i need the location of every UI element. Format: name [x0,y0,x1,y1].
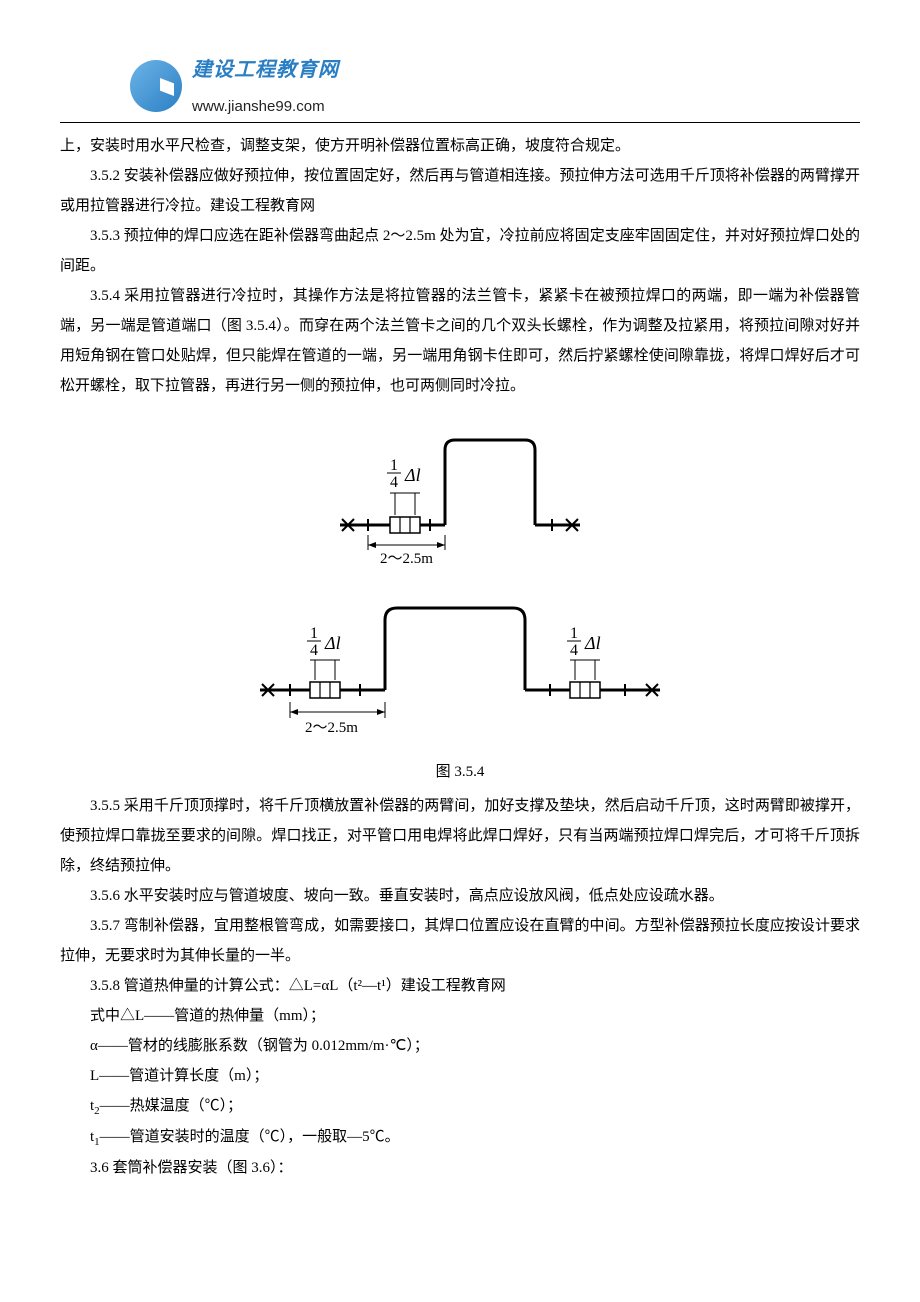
t1-desc: ——管道安装时的温度（℃），一般取—5℃。 [100,1129,400,1145]
para-continuation: 上，安装时用水平尺检查，调整支架，使方开明补偿器位置标高正确，坡度符合规定。 [60,131,860,161]
svg-text:Δl: Δl [404,465,421,485]
logo-icon [130,60,182,112]
svg-text:Δl: Δl [324,633,341,653]
svg-text:4: 4 [390,474,398,491]
formula-l4: t2——热媒温度（℃）； [60,1091,860,1122]
para-3-5-3: 3.5.3 预拉伸的焊口应选在距补偿器弯曲起点 2～2.5m 处为宜，冷拉前应将… [60,221,860,281]
para-3-5-2: 3.5.2 安装补偿器应做好预拉伸，按位置固定好，然后再与管道相连接。预拉伸方法… [60,161,860,221]
figure-caption: 图 3.5.4 [60,757,860,787]
para-3-5-6: 3.5.6 水平安装时应与管道坡度、坡向一致。垂直安装时，高点应设放风阀，低点处… [60,881,860,911]
para-3-6: 3.6 套筒补偿器安装（图 3.6）： [60,1153,860,1183]
formula-l3: L——管道计算长度（m）； [60,1061,860,1091]
logo-title: 建设工程教育网 [192,50,339,90]
svg-text:2～2.5m: 2～2.5m [305,720,358,736]
t2-desc: ——热媒温度（℃）； [100,1098,243,1114]
para-3-5-4: 3.5.4 采用拉管器进行冷拉时，其操作方法是将拉管器的法兰管卡，紧紧卡在被预拉… [60,281,860,401]
svg-text:1: 1 [570,625,578,642]
svg-text:4: 4 [570,642,578,659]
logo-url: www.jianshe99.com [192,92,339,122]
svg-text:2～2.5m: 2～2.5m [380,551,433,565]
svg-text:4: 4 [310,642,318,659]
para-3-5-8: 3.5.8 管道热伸量的计算公式：△L=αL（t²—t¹）建设工程教育网 [60,971,860,1001]
diagram-double: 1 4 Δl 1 4 Δl 2～2.5m [60,590,860,751]
svg-text:Δl: Δl [584,633,601,653]
para-3-5-5: 3.5.5 采用千斤顶顶撑时，将千斤顶横放置补偿器的两臂间，加好支撑及垫块，然后… [60,791,860,881]
svg-text:1: 1 [390,457,398,474]
para-3-5-7: 3.5.7 弯制补偿器，宜用整根管弯成，如需要接口，其焊口位置应设在直臂的中间。… [60,911,860,971]
diagram-single: 1 4 Δl 2～2.5m [60,415,860,576]
formula-l1: 式中△L——管道的热伸量（mm）； [60,1001,860,1031]
formula-l5: t1——管道安装时的温度（℃），一般取—5℃。 [60,1122,860,1153]
formula-l2: α——管材的线膨胀系数（钢管为 0.012mm/m·℃）； [60,1031,860,1061]
svg-text:1: 1 [310,625,318,642]
header-logo: 建设工程教育网 www.jianshe99.com [60,40,860,123]
